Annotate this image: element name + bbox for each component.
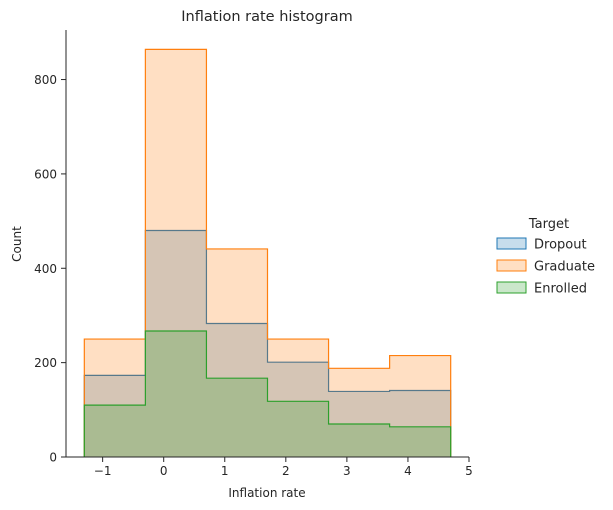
legend-swatch (496, 259, 527, 272)
y-axis-label: Count (10, 226, 24, 262)
chart-title: Inflation rate histogram (181, 9, 352, 25)
series-graduate (83, 48, 452, 457)
x-tick-label: 4 (404, 464, 412, 478)
x-ticks: −1 0 1 2 3 4 5 (94, 457, 473, 478)
legend-title: Target (528, 217, 569, 232)
bar-enrolled-5 (390, 427, 451, 457)
bar-enrolled-3 (268, 401, 329, 457)
x-tick-label: 0 (160, 464, 168, 478)
legend-label: Enrolled (534, 282, 587, 297)
series-outline-graduate (83, 48, 452, 457)
legend-label: Dropout (534, 238, 587, 253)
x-tick-label: 1 (221, 464, 229, 478)
bar-enrolled-2 (206, 378, 267, 457)
y-tick-label: 800 (34, 73, 57, 87)
x-axis-label: Inflation rate (228, 486, 305, 500)
y-ticks: 0 200 400 600 800 (34, 73, 66, 465)
legend-label: Graduate (534, 260, 595, 275)
x-tick-label: 5 (465, 464, 473, 478)
legend-item-graduate: Graduate (496, 259, 595, 275)
legend: Target Dropout Graduate Enrolled (496, 217, 595, 297)
legend-item-enrolled: Enrolled (496, 281, 587, 297)
legend-item-dropout: Dropout (496, 237, 587, 253)
legend-swatch (496, 281, 527, 294)
series-enrolled (83, 330, 452, 457)
bar-enrolled-0 (84, 405, 145, 457)
plot-area (83, 48, 452, 457)
series-outline-enrolled (83, 330, 452, 457)
y-tick-label: 600 (34, 167, 57, 181)
legend-swatch (496, 237, 527, 250)
bar-enrolled-4 (329, 424, 390, 457)
y-tick-label: 0 (49, 451, 57, 465)
bar-enrolled-1 (145, 331, 206, 457)
x-tick-label: 3 (343, 464, 351, 478)
y-tick-label: 200 (34, 356, 57, 370)
y-tick-label: 400 (34, 262, 57, 276)
x-tick-label: −1 (94, 464, 112, 478)
x-tick-label: 2 (282, 464, 290, 478)
